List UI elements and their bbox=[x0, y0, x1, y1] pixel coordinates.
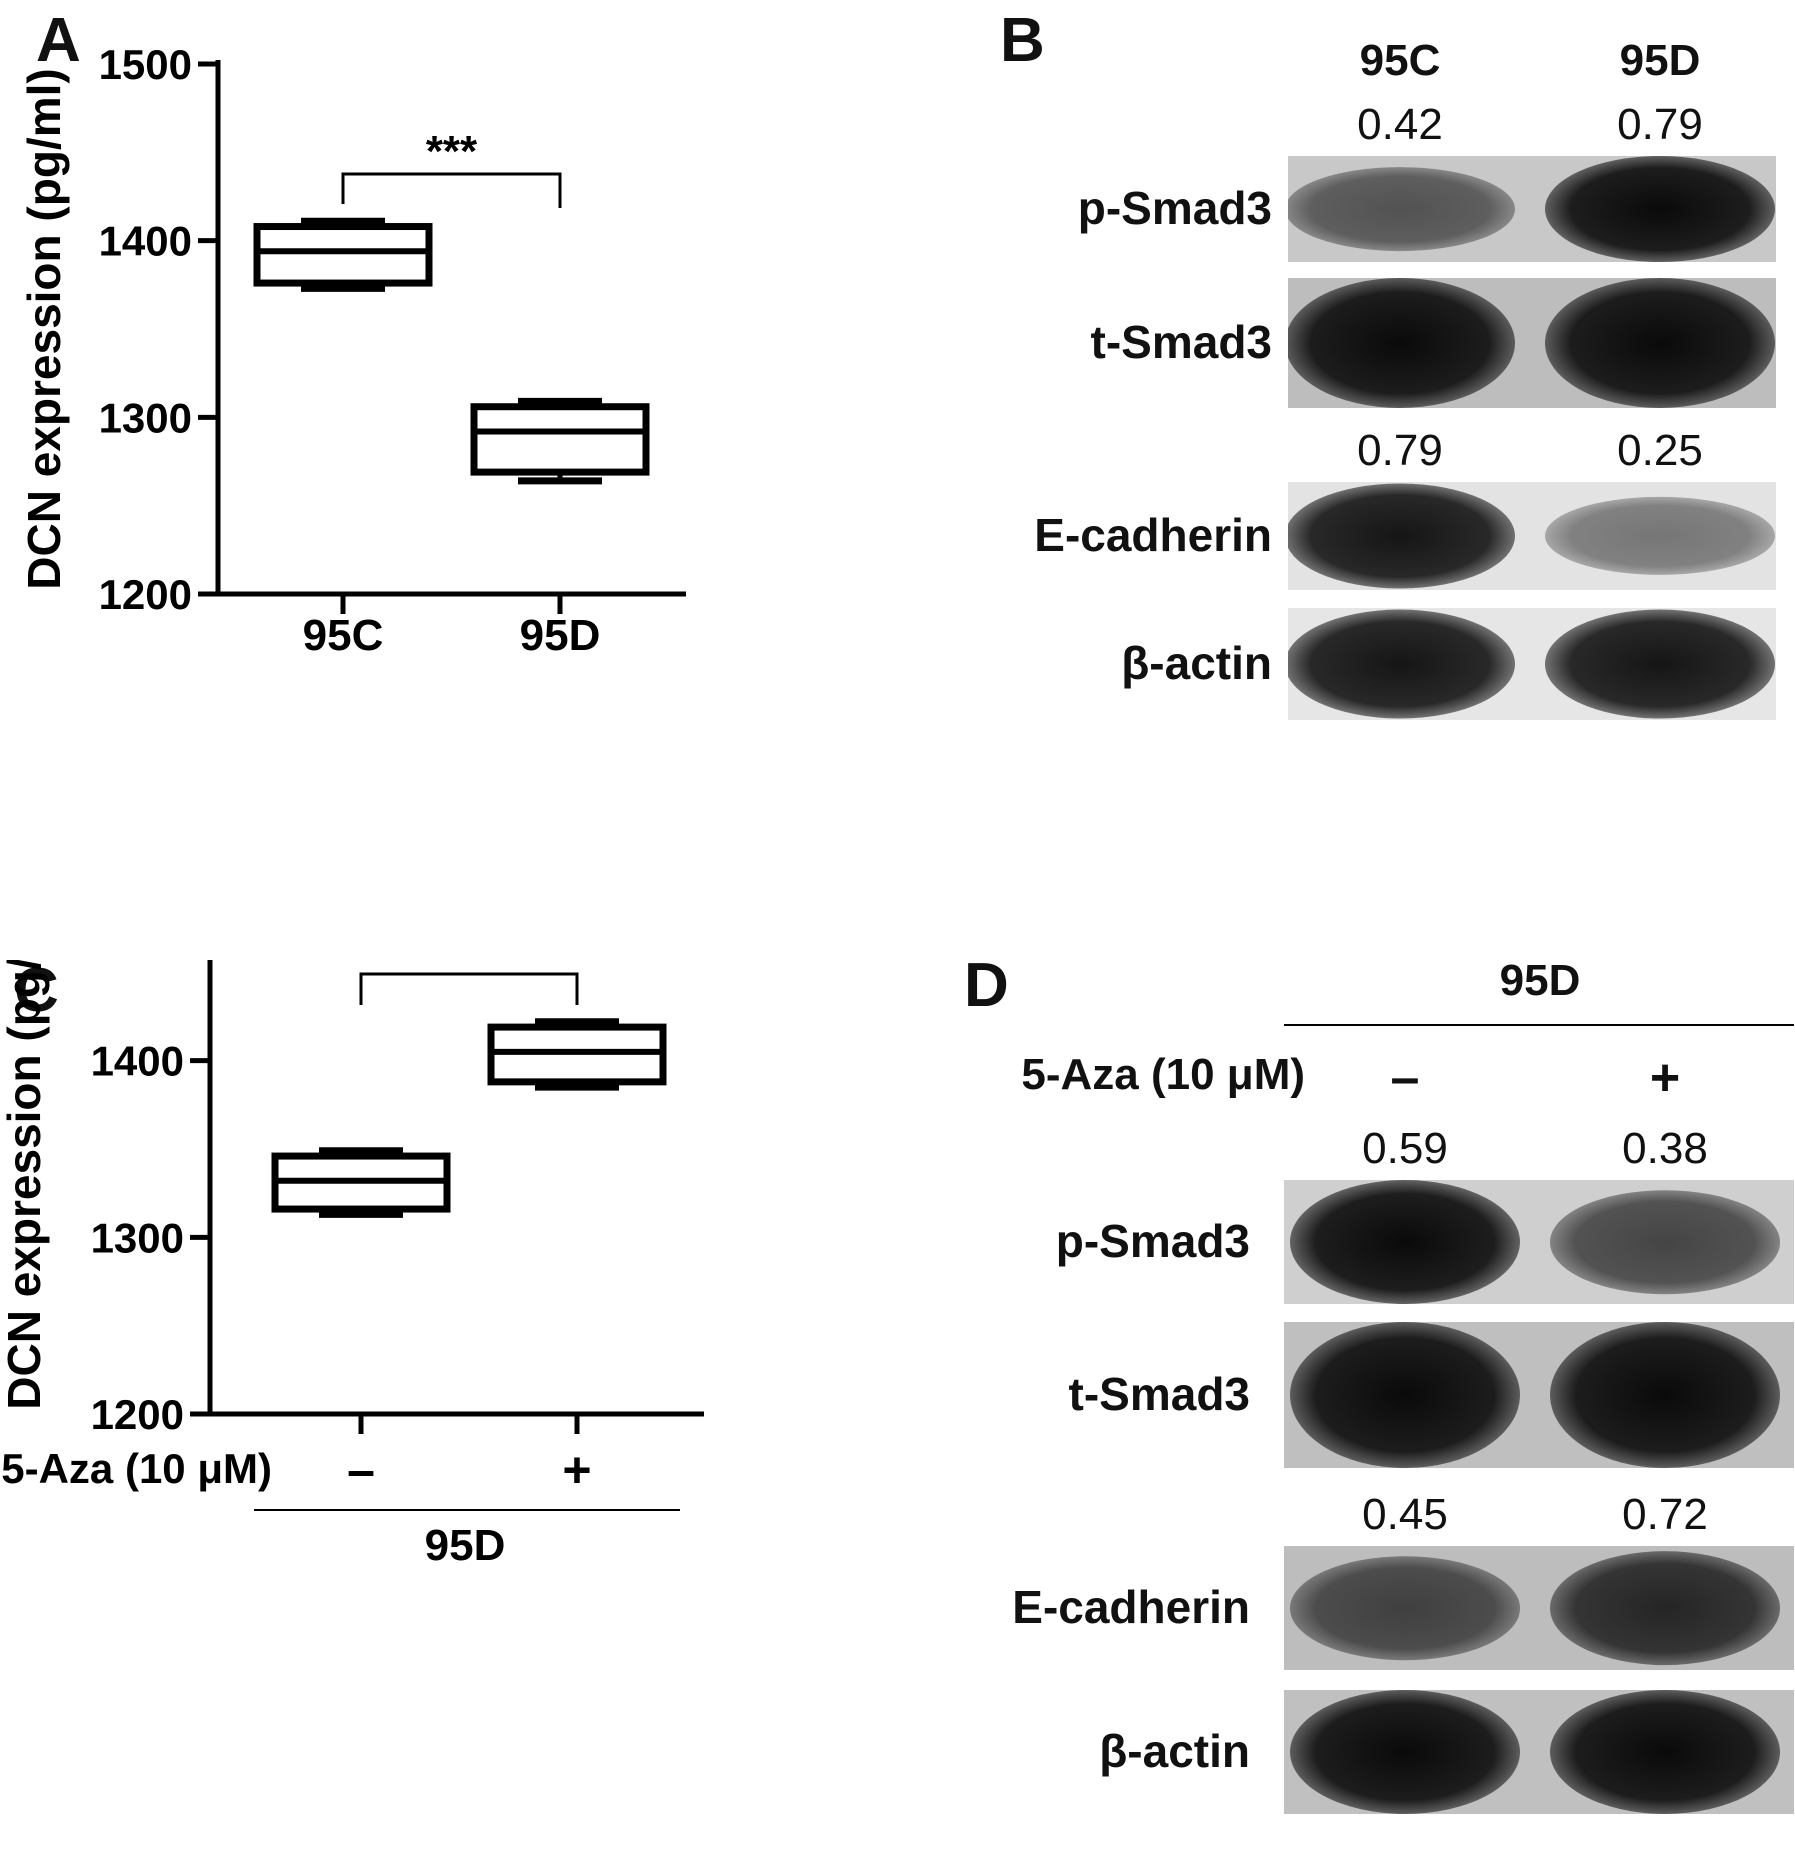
blot-row-label: β-actin bbox=[1121, 637, 1272, 689]
box-1 bbox=[253, 217, 433, 292]
blot-row-label: t-Smad3 bbox=[1068, 1368, 1250, 1420]
band-quantification: 0.72 bbox=[1622, 1490, 1708, 1539]
group-line bbox=[1284, 1024, 1794, 1026]
blot-row-label: β-actin bbox=[1099, 1725, 1250, 1777]
blot-band bbox=[1290, 1556, 1520, 1660]
blot-band bbox=[1550, 1551, 1780, 1665]
y-tick-label: 1200 bbox=[91, 1391, 184, 1438]
blot-row-label: E-cadherin bbox=[1012, 1581, 1250, 1633]
y-axis-title: DCN expression (pg/ml) bbox=[18, 68, 70, 589]
western-blot-b: 95C 95D p-Smad3 0.42 0.79 t-Smad3 E-cadherin 0.… bbox=[0, 0, 1795, 820]
blot-band bbox=[1290, 1690, 1520, 1814]
treatment-sign: + bbox=[1649, 1049, 1681, 1107]
blot-row-label: E-cadherin bbox=[1034, 509, 1272, 561]
x-tick-label: 95C bbox=[303, 611, 384, 660]
blot-band bbox=[1545, 609, 1775, 719]
blot-strip bbox=[1288, 608, 1776, 720]
chart-a: 1200 1300 1400 1500 DCN expression (pg/ml) **… bbox=[18, 41, 686, 660]
blot-strip bbox=[1284, 1322, 1794, 1468]
treatment-sign: – bbox=[347, 1442, 375, 1498]
y-tick-label: 1300 bbox=[91, 1214, 184, 1261]
treatment-sign: – bbox=[1390, 1049, 1420, 1107]
blot-strip bbox=[1288, 482, 1776, 590]
treatment-label: 5-Aza (10 μM) bbox=[1021, 1050, 1305, 1099]
blot-band bbox=[1550, 1190, 1780, 1294]
blot-row-label: p-Smad3 bbox=[1055, 1215, 1250, 1267]
blot-band bbox=[1550, 1322, 1780, 1468]
blot-row-label: p-Smad3 bbox=[1077, 182, 1272, 234]
box-2 bbox=[487, 1018, 667, 1091]
panel-label-d: D bbox=[964, 951, 1009, 1020]
blot-band bbox=[1288, 278, 1515, 408]
y-tick-label: 1200 bbox=[99, 571, 192, 618]
blot-strip bbox=[1284, 1690, 1794, 1814]
panel-label-a: A bbox=[36, 6, 81, 75]
y-tick-label: 1400 bbox=[99, 218, 192, 265]
blot-band bbox=[1545, 496, 1775, 576]
significance-bracket bbox=[359, 972, 579, 1005]
blot-band bbox=[1545, 156, 1775, 262]
band-quantification: 0.42 bbox=[1357, 100, 1443, 149]
lane-label: 95C bbox=[1359, 36, 1441, 85]
blot-band bbox=[1288, 609, 1515, 719]
y-tick-label: 1300 bbox=[99, 394, 192, 441]
band-quantification: 0.79 bbox=[1357, 426, 1443, 475]
group-label: 95D bbox=[425, 1521, 506, 1570]
group-label: 95D bbox=[1499, 956, 1581, 1005]
blot-strip bbox=[1288, 278, 1776, 408]
blot-band bbox=[1288, 483, 1515, 589]
band-quantification: 0.45 bbox=[1362, 1490, 1448, 1539]
significance-marker: *** bbox=[426, 127, 478, 176]
band-quantification: 0.38 bbox=[1622, 1124, 1708, 1173]
band-quantification: 0.25 bbox=[1617, 426, 1703, 475]
blot-band bbox=[1290, 1180, 1520, 1304]
y-tick-label: 1400 bbox=[91, 1038, 184, 1085]
treatment-label: 5-Aza (10 μM) bbox=[1, 1445, 272, 1492]
y-axis-title: DCN expression (pg/ml) bbox=[0, 960, 50, 1410]
blot-band bbox=[1545, 278, 1775, 408]
blot-strip bbox=[1284, 1180, 1794, 1304]
significance-marker: *** bbox=[443, 960, 495, 976]
blot-band bbox=[1550, 1690, 1780, 1814]
y-tick-label: 1500 bbox=[99, 41, 192, 88]
blot-row-label: t-Smad3 bbox=[1090, 316, 1272, 368]
blot-strip bbox=[1284, 1546, 1794, 1670]
panel-label-b: B bbox=[1000, 6, 1045, 75]
band-quantification: 0.59 bbox=[1362, 1124, 1448, 1173]
treatment-sign: + bbox=[562, 1442, 591, 1498]
lane-label: 95D bbox=[1619, 36, 1701, 85]
blot-strip bbox=[1288, 156, 1776, 262]
band-quantification: 0.79 bbox=[1617, 100, 1703, 149]
blot-band bbox=[1290, 1322, 1520, 1468]
box-2 bbox=[470, 397, 650, 485]
x-tick-label: 95D bbox=[520, 611, 601, 660]
box-1 bbox=[271, 1147, 451, 1218]
panel-label-c: C bbox=[14, 956, 59, 1025]
blot-band bbox=[1288, 167, 1515, 251]
significance-bracket bbox=[341, 172, 562, 208]
